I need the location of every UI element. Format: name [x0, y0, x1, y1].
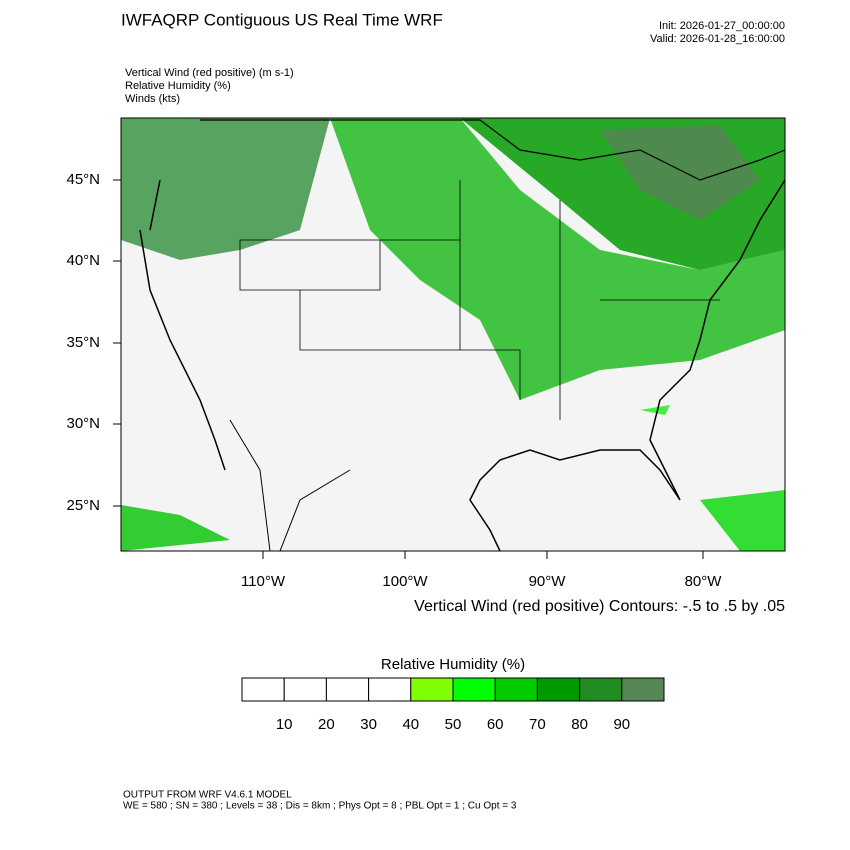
humidity-shading	[121, 118, 785, 551]
valid-time: Valid: 2026-01-28_16:00:00	[650, 33, 785, 45]
field-label: Vertical Wind (red positive) (m s-1)	[125, 67, 294, 79]
map: 45°N 40°N 35°N 30°N 25°N 110°W 100°W 90°W 80°W	[66, 117, 786, 590]
colorbar-box	[621, 677, 665, 702]
coastline	[139, 119, 785, 551]
lat-label: 40°N	[66, 252, 100, 269]
colorbar-box	[579, 677, 623, 702]
colorbar-box	[283, 677, 327, 702]
colorbar-box	[241, 677, 285, 702]
colorbar-label: 30	[360, 716, 377, 733]
colorbar-label: 60	[487, 716, 504, 733]
colorbar-label: 50	[445, 716, 462, 733]
colorbar-label: 70	[529, 716, 546, 733]
field-list: Vertical Wind (red positive) (m s-1)Rela…	[125, 67, 294, 105]
field-label: Winds (kts)	[125, 93, 180, 105]
lat-label: 35°N	[66, 334, 100, 351]
map-ticks: 45°N 40°N 35°N 30°N 25°N 110°W 100°W 90°W 80°W	[66, 171, 722, 590]
title: IWFAQRP Contiguous US Real Time WRF	[121, 10, 443, 29]
colorbar-label: 80	[571, 716, 588, 733]
colorbar-box	[452, 677, 496, 702]
colorbar-box	[368, 677, 412, 702]
colorbar-box	[410, 677, 454, 702]
colorbar-title: Relative Humidity (%)	[381, 656, 525, 673]
footer-line: OUTPUT FROM WRF V4.6.1 MODEL	[123, 790, 292, 801]
colorbar-label: 20	[318, 716, 335, 733]
lon-label: 110°W	[241, 573, 286, 590]
lat-label: 30°N	[66, 415, 100, 432]
colorbar-label: 90	[613, 716, 630, 733]
contour-note: Vertical Wind (red positive) Contours: -…	[414, 598, 785, 615]
lon-label: 80°W	[685, 573, 723, 590]
map-frame	[120, 117, 786, 552]
colorbar-box	[536, 677, 581, 702]
colorbar: 10 20 30 40 50 60 70 80 90	[241, 677, 665, 733]
colorbar-label: 40	[402, 716, 419, 733]
colorbar-box	[494, 677, 538, 702]
footer-line: WE = 580 ; SN = 380 ; Levels = 38 ; Dis …	[123, 801, 517, 812]
init-time: Init: 2026-01-27_00:00:00	[659, 20, 785, 32]
lat-label: 25°N	[66, 497, 100, 514]
lon-label: 100°W	[382, 573, 428, 590]
field-label: Relative Humidity (%)	[125, 80, 231, 92]
lon-label: 90°W	[529, 573, 567, 590]
colorbar-box	[325, 677, 370, 702]
lat-label: 45°N	[66, 171, 100, 188]
colorbar-label: 10	[276, 716, 293, 733]
